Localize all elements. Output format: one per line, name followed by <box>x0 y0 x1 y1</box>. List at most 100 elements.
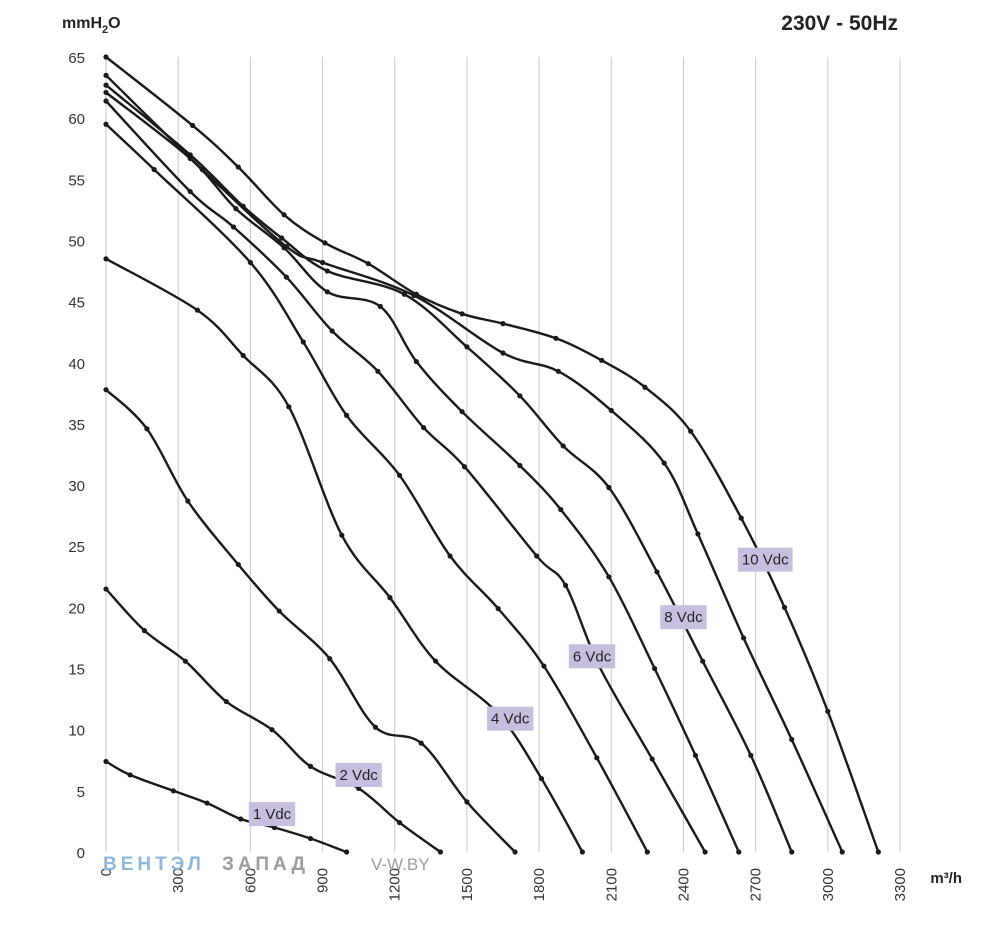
data-point <box>464 799 470 805</box>
data-point <box>182 658 188 664</box>
data-point <box>517 393 523 399</box>
curve-line-4 <box>104 257 584 854</box>
data-point <box>235 561 241 568</box>
data-point <box>579 849 586 855</box>
data-point <box>319 259 326 266</box>
data-point <box>170 788 176 794</box>
data-point <box>748 752 754 758</box>
data-point <box>281 212 287 218</box>
series-label: 2 Vdc <box>339 767 378 784</box>
series-labels: 1 Vdc 2 Vdc 4 Vdc 6 Vdc 8 Vdc 10 Vdc <box>248 547 793 827</box>
data-point <box>103 89 109 96</box>
series-label-box <box>487 706 534 731</box>
y-tick-label: 5 <box>77 784 85 801</box>
series-label: 1 Vdc <box>253 806 292 823</box>
data-point <box>649 756 655 762</box>
data-point <box>233 206 239 212</box>
series-label-box <box>248 802 296 827</box>
data-point <box>223 698 229 705</box>
data-point <box>185 498 191 504</box>
data-point <box>654 569 660 575</box>
watermark-brand-a: ВЕНТЭЛ <box>103 854 205 875</box>
data-point <box>271 824 278 831</box>
data-point <box>688 428 694 434</box>
data-point <box>127 772 133 778</box>
data-point <box>560 443 566 449</box>
data-point <box>204 800 210 806</box>
x-tick-label: 3000 <box>820 868 837 901</box>
data-point <box>190 122 196 129</box>
data-point <box>194 307 201 313</box>
data-point <box>372 724 379 730</box>
data-point <box>447 553 453 559</box>
data-point <box>235 164 241 170</box>
watermark: ВЕНТЭЛ ЗАПАД V-W.BY <box>103 854 430 875</box>
data-point <box>413 358 419 365</box>
data-point <box>103 72 109 78</box>
data-point <box>324 268 330 274</box>
curve-line-1 <box>104 760 348 854</box>
data-point <box>103 387 109 393</box>
series-label: 4 Vdc <box>491 711 530 728</box>
data-point <box>781 604 788 610</box>
data-point <box>738 515 744 521</box>
curve-line-5 <box>104 99 707 854</box>
x-tick-label: 1500 <box>459 868 476 901</box>
x-tick-label: 900 <box>315 868 332 893</box>
series-label: 6 Vdc <box>573 648 612 665</box>
data-point <box>495 606 501 612</box>
data-point <box>875 849 881 855</box>
series-label: 10 Vdc <box>742 552 789 569</box>
data-point <box>324 289 330 295</box>
gridlines <box>105 57 901 852</box>
data-point <box>839 849 845 855</box>
data-point <box>661 460 667 466</box>
data-point <box>103 758 109 765</box>
data-point <box>365 261 371 267</box>
x-tick-label: 2700 <box>748 868 765 901</box>
y-tick-label: 20 <box>68 600 85 617</box>
x-axis-title: m³/h <box>930 870 962 887</box>
series-label-box <box>737 547 793 572</box>
x-tick-label: 2400 <box>675 868 692 901</box>
y-tick-label: 35 <box>68 417 85 434</box>
x-tick-label: 3300 <box>892 868 909 901</box>
data-point <box>283 274 290 280</box>
data-point <box>286 404 292 410</box>
y-tick-label: 65 <box>68 50 85 67</box>
data-point <box>344 412 350 418</box>
y-tick-label: 40 <box>68 356 85 373</box>
data-point <box>700 658 706 664</box>
data-point <box>437 849 444 855</box>
data-point <box>240 352 246 359</box>
data-point <box>692 752 699 758</box>
data-point <box>103 121 109 127</box>
chart-title: 230V - 50Hz <box>781 12 898 35</box>
data-point <box>500 350 506 356</box>
data-point <box>344 849 350 855</box>
series-label-box <box>568 644 616 669</box>
data-point <box>741 635 747 641</box>
data-point <box>307 835 314 842</box>
data-point <box>534 553 540 559</box>
data-point <box>562 582 569 588</box>
y-tick-label: 0 <box>77 845 85 862</box>
data-point <box>413 291 419 297</box>
data-point <box>269 727 275 733</box>
data-point <box>541 663 547 669</box>
data-point <box>558 506 564 513</box>
data-point <box>606 484 612 491</box>
data-point <box>396 472 403 478</box>
data-point <box>103 98 109 104</box>
data-point <box>103 586 109 592</box>
x-tick-label: 1200 <box>387 868 404 901</box>
data-point <box>702 849 708 855</box>
x-tick-label: 2100 <box>603 868 620 901</box>
data-point <box>377 303 383 310</box>
watermark-site: V-W.BY <box>371 855 430 874</box>
data-point <box>695 531 701 537</box>
series-label: 8 Vdc <box>664 609 703 626</box>
curve-line-9 <box>104 74 844 854</box>
x-tick-label: 0 <box>98 868 115 876</box>
data-point <box>199 166 205 173</box>
